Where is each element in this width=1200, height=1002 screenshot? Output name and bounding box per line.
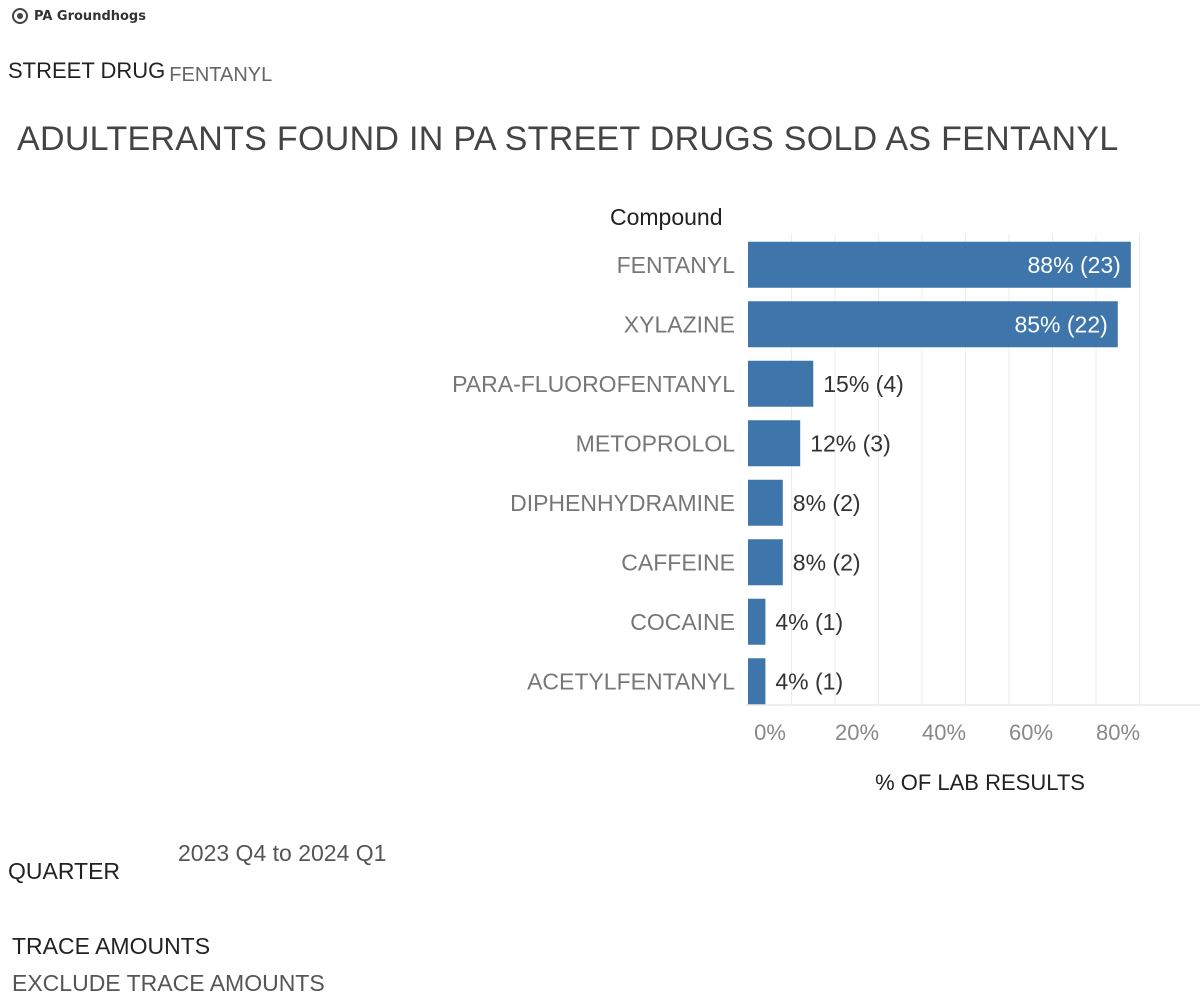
street-drug-filter[interactable]: STREET DRUG FENTANYL: [8, 58, 272, 84]
street-drug-value[interactable]: FENTANYL: [169, 64, 273, 84]
category-label: ACETYLFENTANYL: [527, 668, 735, 694]
bar-layer: [748, 241, 1131, 705]
quarter-value[interactable]: 2023 Q4 to 2024 Q1: [178, 840, 387, 866]
chart-title: ADULTERANTS FOUND IN PA STREET DRUGS SOL…: [17, 120, 1119, 158]
category-label: COCAINE: [630, 609, 735, 635]
data-label: 88% (23): [1028, 252, 1121, 278]
data-label: 15% (4): [823, 371, 904, 397]
data-label: 8% (2): [793, 490, 861, 516]
logo-text: PA Groundhogs: [34, 8, 146, 24]
bar[interactable]: [748, 479, 783, 526]
category-label: PARA-FLUOROFENTANYL: [452, 371, 735, 397]
street-drug-label: STREET DRUG: [8, 58, 166, 83]
bar[interactable]: [748, 241, 1131, 288]
quarter-label: QUARTER: [8, 858, 121, 884]
label-layer: 0% 20% 40% 60% 80% FENTANYL 88% (23) XYLAZINE 85…: [452, 252, 1140, 745]
bar[interactable]: [748, 539, 783, 586]
category-label: DIPHENHYDRAMINE: [510, 490, 735, 516]
x-axis-title: % OF LAB RESULTS: [875, 770, 1085, 795]
trace-amounts-label: TRACE AMOUNTS: [12, 933, 211, 959]
x-tick-label: 0%: [754, 720, 786, 745]
category-label: XYLAZINE: [624, 311, 735, 337]
logo: PA Groundhogs: [12, 8, 146, 24]
x-tick-label: 80%: [1096, 720, 1140, 745]
bar[interactable]: [748, 658, 766, 705]
x-tick-label: 20%: [835, 720, 879, 745]
x-tick-label: 40%: [922, 720, 966, 745]
bar[interactable]: [748, 360, 814, 407]
bar[interactable]: [748, 420, 801, 467]
data-label: 4% (1): [775, 668, 843, 694]
data-label: 85% (22): [1014, 311, 1107, 337]
bar[interactable]: [748, 598, 766, 645]
category-label: FENTANYL: [617, 252, 736, 278]
bar[interactable]: [748, 301, 1118, 348]
trace-amounts-value[interactable]: EXCLUDE TRACE AMOUNTS: [12, 970, 325, 996]
x-tick-label: 60%: [1009, 720, 1053, 745]
bar-chart: 0% 20% 40% 60% 80% FENTANYL 88% (23) XYLAZINE 85…: [452, 204, 1200, 795]
category-label: METOPROLOL: [576, 430, 736, 456]
logo-icon: [12, 8, 28, 24]
category-label: CAFFEINE: [621, 549, 735, 575]
data-label: 4% (1): [775, 609, 843, 635]
category-header: Compound: [610, 204, 723, 230]
data-label: 12% (3): [810, 430, 891, 456]
data-label: 8% (2): [793, 549, 861, 575]
